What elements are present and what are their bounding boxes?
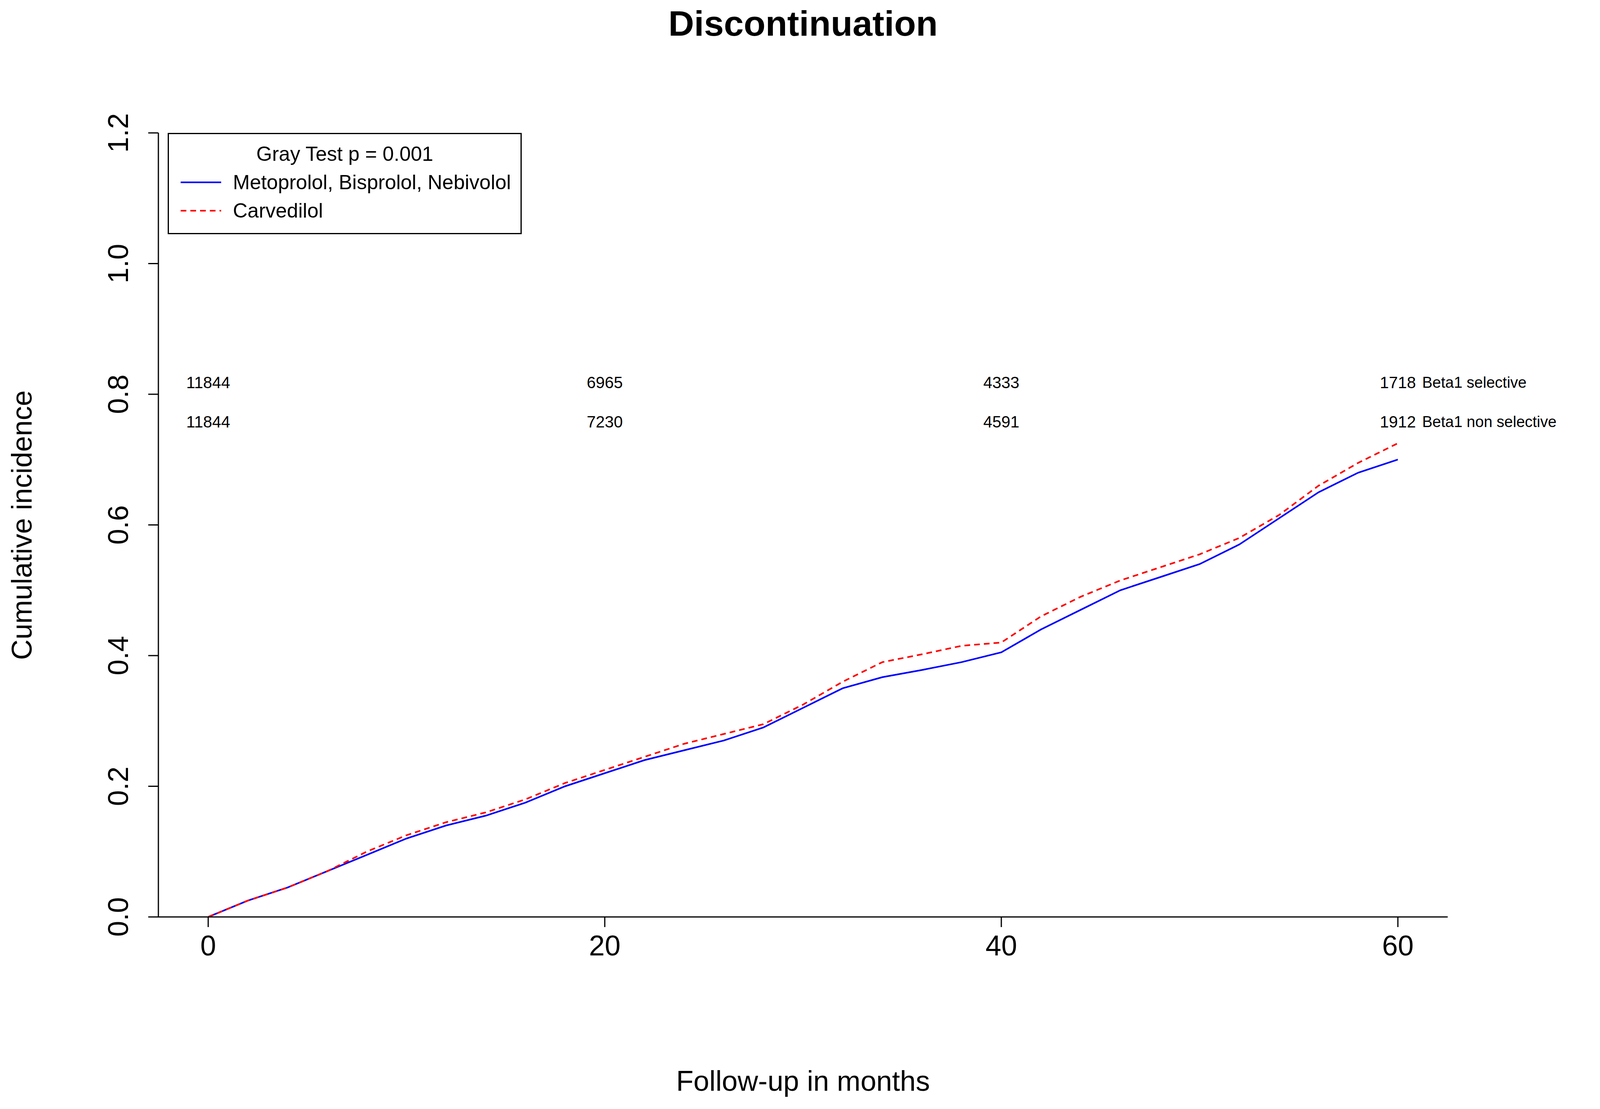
svg-text:40: 40 <box>985 929 1018 962</box>
svg-text:1718: 1718 <box>1380 373 1417 392</box>
svg-text:20: 20 <box>588 929 621 962</box>
html-text:Follow-up in months: Follow-up in months <box>676 1064 930 1097</box>
svg-text:Beta1 selective: Beta1 selective <box>1422 373 1527 391</box>
svg-text:11844: 11844 <box>186 373 231 392</box>
svg-text:6965: 6965 <box>586 373 623 392</box>
html-text:Cumulative incidence: Cumulative incidence <box>5 389 38 660</box>
svg-text:0.0: 0.0 <box>102 896 135 937</box>
svg-text:0.4: 0.4 <box>102 635 135 675</box>
svg-text:1912: 1912 <box>1380 412 1417 431</box>
svg-text:Beta1 non selective: Beta1 non selective <box>1422 413 1557 431</box>
html-text:Discontinuation: Discontinuation <box>668 3 938 44</box>
svg-text:7230: 7230 <box>586 412 623 431</box>
svg-text:1.2: 1.2 <box>102 113 135 153</box>
svg-text:1.0: 1.0 <box>102 243 135 284</box>
svg-text:4591: 4591 <box>983 412 1020 431</box>
svg-text:0: 0 <box>200 929 217 962</box>
svg-text:4333: 4333 <box>983 373 1020 392</box>
html-text:Carvedilol: Carvedilol <box>232 199 323 222</box>
svg-text:0.8: 0.8 <box>102 374 135 414</box>
svg-text:0.6: 0.6 <box>102 505 135 545</box>
svg-text:11844: 11844 <box>186 412 231 431</box>
html-text:Metoprolol, Bisprolol, Nebivol: Metoprolol, Bisprolol, Nebivolol <box>232 170 511 194</box>
svg-text:0.2: 0.2 <box>102 766 135 806</box>
html-text:Gray Test p = 0.001: Gray Test p = 0.001 <box>256 142 434 166</box>
svg-text:60: 60 <box>1382 929 1414 962</box>
